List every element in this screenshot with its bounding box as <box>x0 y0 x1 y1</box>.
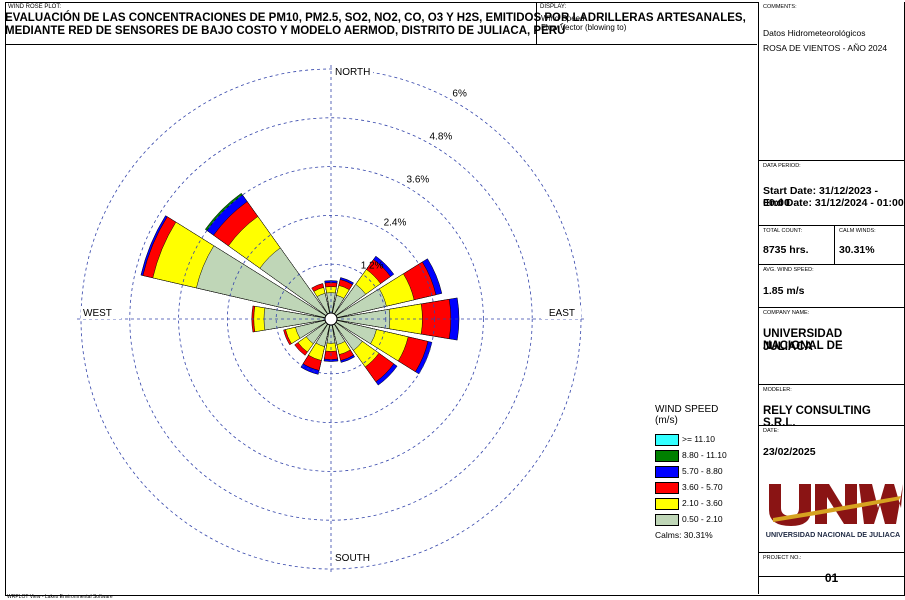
header-display-box: DISPLAY: Wind Speed Flow Vector (blowing… <box>537 2 757 45</box>
avg-speed-box: AVG. WIND SPEED: 1.85 m/s <box>759 265 904 308</box>
avg-speed-value: 1.85 m/s <box>763 285 805 297</box>
legend-swatch <box>655 482 679 494</box>
display-value-2: Flow Vector (blowing to) <box>541 23 627 32</box>
compass-bg-east <box>541 306 581 319</box>
company-line-2: JULIACA <box>763 341 813 353</box>
radial-tick-label-1: 2.4% <box>384 218 407 229</box>
footer-text: WRPLOT View - Lakes Environmental Softwa… <box>7 594 113 600</box>
radial-tick-label-3: 4.8% <box>430 131 453 142</box>
modeler-box: MODELER: RELY CONSULTING S.R.L. <box>759 385 904 429</box>
date-label: DATE: <box>763 428 779 434</box>
header-title-box: WIND ROSE PLOT: <box>5 2 537 45</box>
sector-sse-bin1 <box>316 293 332 320</box>
total-count-value: 8735 hrs. <box>763 244 809 256</box>
legend-label: 2.10 - 3.60 <box>682 498 723 508</box>
sector-sw-bin1 <box>330 283 367 320</box>
sector-nw-bin1 <box>330 318 363 351</box>
legend-label: 8.80 - 11.10 <box>682 450 727 460</box>
company-line-1: UNIVERSIDAD NACIONAL DE <box>763 328 843 352</box>
project-box: PROJECT NO.: 01 <box>759 552 904 595</box>
legend-swatch <box>655 450 679 462</box>
modeler-value: RELY CONSULTING S.R.L. <box>763 405 871 429</box>
compass-bg-west <box>81 306 121 319</box>
legend-swatch <box>655 498 679 510</box>
avg-speed-label: AVG. WIND SPEED: <box>763 267 814 273</box>
sector-ssw-bin1 <box>330 295 345 320</box>
period-label: DATA PERIOD: <box>763 163 801 169</box>
display-value-1: Wind Speed <box>541 14 585 23</box>
radial-tick-label-0: 1.2% <box>361 261 384 272</box>
legend-label: 3.60 - 5.70 <box>682 482 723 492</box>
plot-label: WIND ROSE PLOT: <box>8 4 62 10</box>
compass-bg-north <box>333 65 373 78</box>
grid-ring-3 <box>129 117 533 521</box>
count-box: TOTAL COUNT: 8735 hrs. CALM WINDS: 30.31… <box>759 226 904 265</box>
comments-box: COMMENTS: Datos Hidrometeorológicos ROSA… <box>759 2 904 161</box>
comments-line-1: Datos Hidrometeorológicos <box>763 28 866 38</box>
compass-label-south: SOUTH <box>335 553 370 564</box>
legend-swatch <box>655 514 679 526</box>
calm-winds-value: 30.31% <box>839 244 875 256</box>
comments-label: COMMENTS: <box>763 4 797 10</box>
end-date: End Date: 31/12/2024 - 01:00 <box>763 197 904 209</box>
legend-title: WIND SPEED (m/s) <box>655 404 718 426</box>
title-line-2: MEDIANTE RED DE SENSORES DE BAJO COSTO Y… <box>5 25 566 37</box>
display-label: DISPLAY: <box>540 4 567 10</box>
sector-nnw-bin1 <box>330 318 346 345</box>
sector-se-bin1 <box>259 247 332 320</box>
logo-caption: UNIVERSIDAD NACIONAL DE JULIACA <box>766 530 900 539</box>
grid-ring-2 <box>178 166 484 472</box>
display-value: Wind Speed Flow Vector (blowing to) <box>541 14 661 32</box>
compass-label-west: WEST <box>83 308 112 319</box>
radial-tick-label-2: 3.6% <box>407 174 430 185</box>
legend-swatch <box>655 434 679 446</box>
company-box: COMPANY NAME: UNIVERSIDAD NACIONAL DE JU… <box>759 308 904 385</box>
modeler-label: MODELER: <box>763 387 792 393</box>
wind-rose-chart: 1.2% 2.4% 3.6% 4.8% 6% NORTH SOUTH EAST WEST <box>77 65 585 573</box>
legend-swatch <box>655 466 679 478</box>
project-label: PROJECT NO.: <box>763 555 802 561</box>
calms-label: Calms: 30.31% <box>655 530 713 540</box>
calm-winds-label: CALM WINDS: <box>839 228 876 234</box>
period-box: DATA PERIOD: Start Date: 31/12/2023 - 00… <box>759 161 904 226</box>
sector-nne-bin1 <box>315 318 332 347</box>
university-logo: UNIVERSIDAD NACIONAL DE JULIACA <box>766 484 903 539</box>
total-count-label: TOTAL COUNT: <box>763 228 803 234</box>
calm-circle <box>324 312 338 326</box>
legend-label: 0.50 - 2.10 <box>682 514 723 524</box>
date-value: 23/02/2025 <box>763 446 816 458</box>
sector-wsw-bin1 <box>330 288 387 320</box>
sector-wnw-bin1 <box>330 318 377 345</box>
start-date: Start Date: 31/12/2023 - 00:00 <box>763 185 878 209</box>
title-line-1: EVALUACIÓN DE LAS CONCENTRACIONES DE PM1… <box>5 12 746 24</box>
compass-label-east: EAST <box>549 308 575 319</box>
project-value: 01 <box>824 571 839 585</box>
page-title: EVALUACIÓN DE LAS CONCENTRACIONES DE PM1… <box>5 12 765 38</box>
legend-label: 5.70 - 8.80 <box>682 466 723 476</box>
sector-ne-bin1 <box>305 318 332 345</box>
info-panel: COMMENTS: Datos Hidrometeorológicos ROSA… <box>758 2 904 594</box>
compass-bg-south <box>333 551 373 564</box>
sector-ese-bin1 <box>196 245 332 320</box>
radial-tick-label-4: 6% <box>452 88 467 99</box>
comments-line-2: ROSA DE VIENTOS - AÑO 2024 <box>763 43 888 53</box>
compass-label-north: NORTH <box>335 67 370 78</box>
company-label: COMPANY NAME: <box>763 310 810 316</box>
date-box: DATE: 23/02/2025 <box>759 426 904 576</box>
legend-title-line-1: WIND SPEED <box>655 404 719 415</box>
legend-title-line-2: (m/s) <box>655 415 678 426</box>
legend-label: >= 11.10 <box>682 434 715 444</box>
sector-ene-bin1 <box>295 318 332 339</box>
